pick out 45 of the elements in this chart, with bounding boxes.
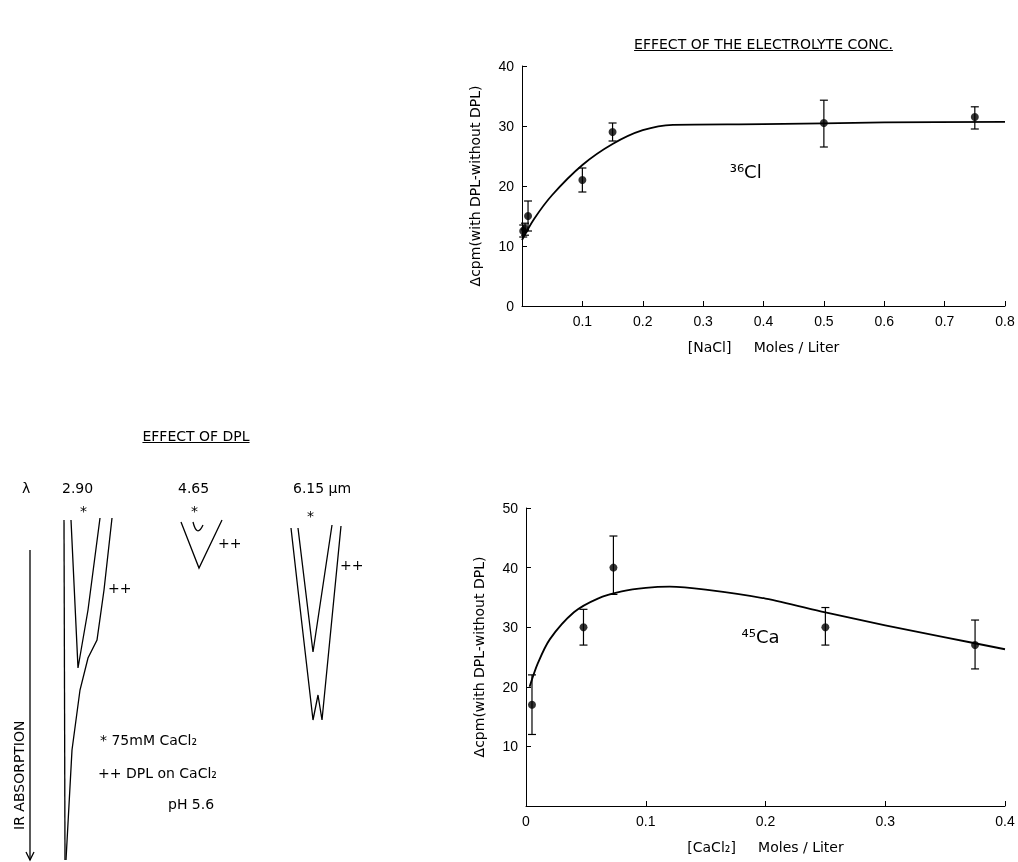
text: λ [22,480,31,496]
x-tick-label: 0.2 [633,313,653,329]
text: ++ [218,535,242,551]
x-tick-label: 0.1 [636,813,656,829]
x-axis-title: [CaCl₂] Moles / Liter [687,839,844,855]
x-tick-label: 0.3 [875,813,896,829]
annotation: ⁴⁵Ca [741,625,780,647]
text: ++ [340,557,364,573]
text: 2.90 [62,480,94,496]
y-tick-label: 10 [502,738,519,755]
text: * [191,503,198,519]
x-tick-label: 0.7 [934,313,955,329]
text: * [307,508,314,524]
x-axis-title: [NaCl] Moles / Liter [687,339,840,355]
x-tick-label: 0.3 [693,313,714,329]
text: ++ [108,580,132,596]
x-tick-label: 0.5 [814,313,834,329]
x-tick-label: 0.4 [753,313,774,329]
y-tick-label: 0 [506,298,515,314]
text: EFFECT OF DPL [142,428,250,444]
x-tick-label: 0 [522,813,531,829]
y-tick-label: 30 [502,619,519,636]
y-tick-label: 20 [502,678,519,695]
y-tick-label: 40 [498,58,515,74]
y-axis-title: Δcpm(with DPL-without DPL) [467,85,483,287]
text: 6.15 µm [293,480,352,496]
y-axis-title: Δcpm(with DPL-without DPL) [471,556,487,758]
text: * 75mM CaCl₂ [100,732,198,748]
y-tick-label: 30 [498,118,515,134]
y-tick-label: 50 [502,500,519,516]
text: IR ABSORPTION [11,720,27,830]
y-tick-label: 40 [502,559,519,576]
text: 4.65 [178,480,210,496]
annotation: ³⁶Cl [729,160,762,182]
x-tick-label: 0.4 [995,813,1015,829]
text: pH 5.6 [168,796,215,812]
y-tick-label: 20 [498,178,515,194]
text: * [80,503,87,519]
x-tick-label: 0.1 [572,313,593,329]
x-tick-label: 0.8 [995,313,1015,329]
x-tick-label: 0.6 [874,313,895,329]
text: ++ DPL on CaCl₂ [98,765,217,781]
y-tick-label: 10 [498,238,515,254]
chart-title: EFFECT OF THE ELECTROLYTE CONC. [634,36,893,52]
x-tick-label: 0.2 [755,813,776,829]
